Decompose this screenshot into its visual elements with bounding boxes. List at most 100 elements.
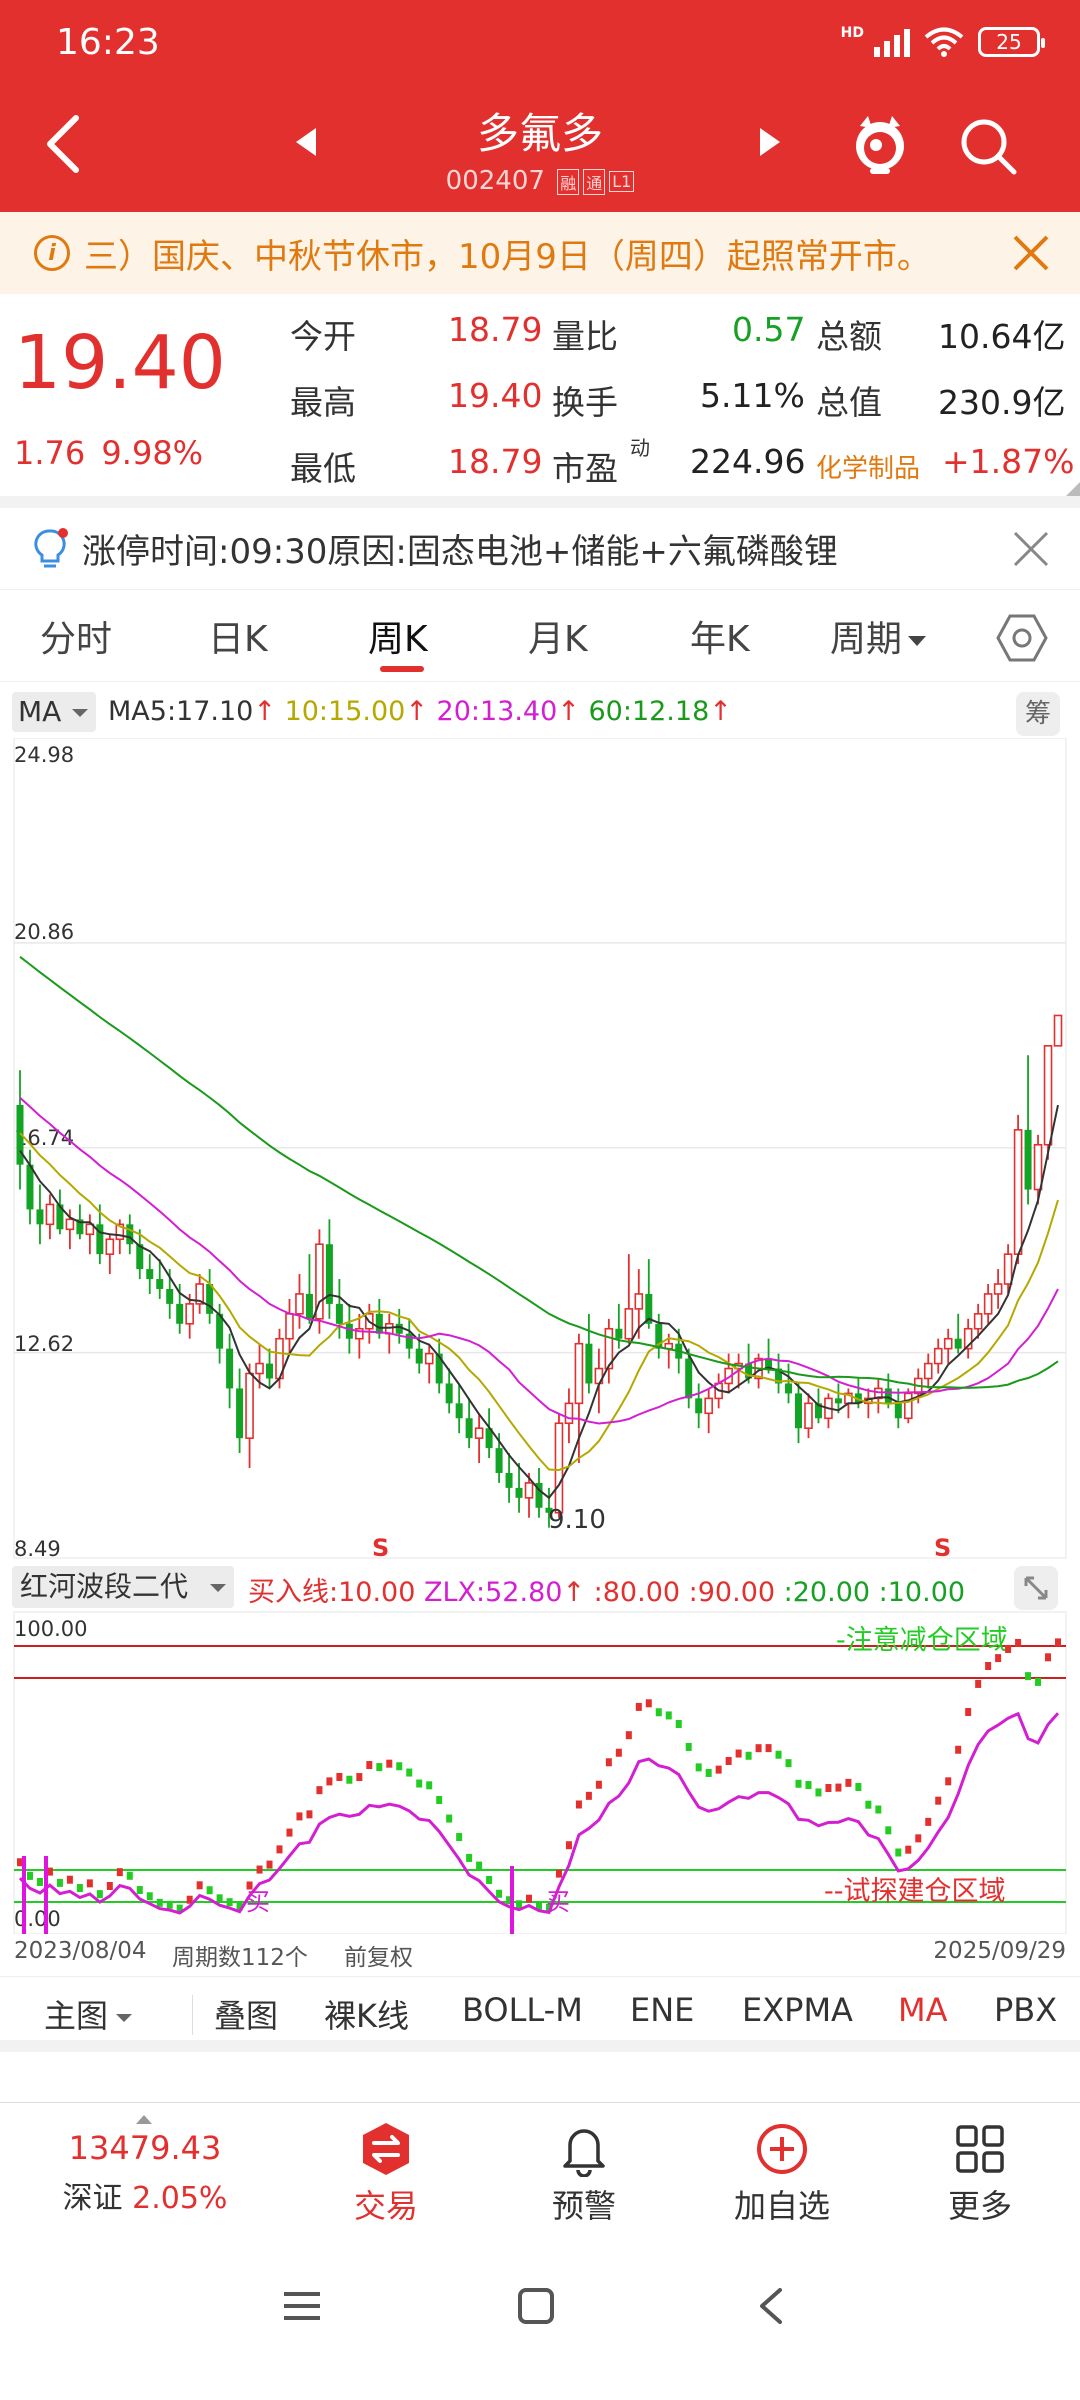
indicator-bar — [36, 1877, 43, 1886]
candle-body — [226, 1348, 234, 1389]
tab-monthly-k[interactable]: 月K — [528, 619, 588, 660]
period-count: 周期数112个 — [172, 1945, 308, 1971]
menu-icon[interactable] — [282, 2286, 322, 2326]
indicator-bar — [176, 1904, 183, 1913]
indicator-bar — [146, 1892, 153, 1901]
adjust-mode[interactable]: 前复权 — [344, 1945, 413, 1971]
tab-weekly-k[interactable]: 周K — [368, 619, 428, 660]
indicator-bar — [17, 1858, 23, 1867]
indicator-bar — [276, 1845, 283, 1854]
subtab-expma[interactable]: EXPMA — [742, 1991, 853, 2029]
tab-yearly-k[interactable]: 年K — [690, 619, 750, 660]
next-stock-icon[interactable] — [760, 128, 780, 156]
indicator-bar — [96, 1890, 103, 1899]
back-nav-icon[interactable] — [752, 2286, 792, 2326]
indicator-select[interactable]: 红河波段二代 — [12, 1566, 234, 1608]
indicator-bar — [925, 1817, 932, 1826]
candle-body — [685, 1358, 693, 1399]
indicator-bar — [685, 1742, 692, 1751]
price-change: 1.76 9.98% — [14, 434, 203, 472]
settings-hex-icon[interactable] — [996, 612, 1048, 664]
hd-indicator: HD — [840, 25, 864, 41]
tab-daily-k[interactable]: 日K — [208, 619, 268, 660]
candle-body — [604, 1327, 614, 1370]
indicator-bar — [356, 1773, 363, 1782]
indicator-bar — [615, 1748, 622, 1757]
bulb-icon — [34, 527, 68, 567]
bottom-nav: 13479.43 深证 2.05% 交易 预警 加自选 更多 — [0, 2102, 1080, 2232]
tab-period[interactable]: 周期 — [830, 610, 927, 662]
index-value[interactable]: 13479.43 — [68, 2129, 222, 2167]
indicator-bar — [256, 1865, 263, 1874]
subtab-overlay[interactable]: 叠图 — [214, 1997, 279, 2035]
quote-panel[interactable]: 19.40 1.76 9.98% 今开 18.79 量比 0.57 总额 10.… — [0, 294, 1080, 508]
indicator-bar — [995, 1654, 1002, 1663]
market-notice[interactable]: i 三）国庆、中秋节休市，10月9日（周四）起照常开市。 — [0, 212, 1080, 294]
indicator-bar — [46, 1867, 53, 1876]
candle-body — [36, 1209, 44, 1225]
buy-mark-2: 买 — [546, 1888, 570, 1916]
indicator-bar — [705, 1768, 712, 1777]
kline-chart[interactable]: 24.98 20.86 16.74 12.62 8.49 9.10 S S 10… — [0, 738, 1080, 1934]
tab-intraday[interactable]: 分时 — [40, 619, 113, 660]
indicator-bar — [406, 1768, 413, 1777]
ma60-line — [19, 956, 1059, 1389]
limit-up-reason-bar[interactable]: 涨停时间:09:30原因:固态电池+储能+六氟磷酸锂 — [0, 508, 1080, 590]
chip-distribution-button[interactable]: 筹 — [1016, 692, 1060, 736]
expand-icon[interactable] — [1014, 1566, 1058, 1610]
indicator-bar — [575, 1800, 582, 1809]
indicator-bar — [336, 1772, 343, 1781]
open-label: 今开 — [290, 317, 356, 356]
nav-add-watchlist[interactable]: 加自选 — [702, 2121, 862, 2227]
index-name-line[interactable]: 深证 2.05% — [0, 2173, 290, 2217]
pe-dynamic-sup: 动 — [630, 436, 650, 460]
home-icon[interactable] — [516, 2286, 556, 2326]
sector-label[interactable]: 化学制品 — [816, 454, 921, 484]
candle-body — [26, 1164, 34, 1210]
main-chart-dropdown[interactable]: 主图 — [44, 1991, 132, 2037]
subtab-ene[interactable]: ENE — [630, 1991, 695, 2029]
candle-body — [435, 1353, 443, 1384]
subtab-naked-k[interactable]: 裸K线 — [324, 1997, 409, 2035]
candle-body — [136, 1244, 144, 1270]
subtab-boll-m[interactable]: BOLL-M — [462, 1991, 583, 2029]
indicator-bar — [466, 1853, 473, 1862]
nav-alert-label: 预警 — [551, 2187, 616, 2225]
subtab-ma[interactable]: MA — [898, 1991, 948, 2029]
prev-stock-icon[interactable] — [296, 128, 316, 156]
indicator-bar — [516, 1900, 523, 1909]
ma-indicator-select[interactable]: MA — [12, 692, 96, 732]
indicator-bar — [775, 1750, 782, 1759]
indicator-bar — [695, 1763, 702, 1772]
indicator-bar — [945, 1777, 952, 1786]
candle-body — [814, 1403, 822, 1419]
candle-body — [545, 1507, 553, 1513]
indicator-bar — [186, 1895, 193, 1904]
marker-s-1: S — [372, 1534, 389, 1562]
nav-trade[interactable]: 交易 — [306, 2121, 466, 2227]
nav-more[interactable]: 更多 — [900, 2121, 1060, 2227]
subtab-pbx[interactable]: PBX — [994, 1991, 1058, 2029]
candle-body — [206, 1284, 214, 1314]
expand-up-icon[interactable] — [136, 2115, 152, 2124]
ma10-value: 10:15.00↑ — [284, 696, 428, 727]
indicator-bars — [17, 1638, 1061, 1913]
candle-body — [564, 1402, 574, 1425]
mascot-icon[interactable] — [852, 112, 908, 176]
candle-body — [1053, 1014, 1063, 1047]
nav-alert[interactable]: 预警 — [504, 2121, 664, 2227]
candle-body — [285, 1313, 294, 1340]
close-icon[interactable] — [1012, 234, 1050, 272]
low-price-label: 9.10 — [548, 1505, 606, 1535]
expand-corner-icon[interactable] — [1066, 482, 1080, 496]
close-limit-icon[interactable] — [1012, 530, 1050, 568]
indicator-bar — [386, 1759, 393, 1768]
search-icon[interactable] — [958, 116, 1018, 176]
indicator-bar — [266, 1860, 273, 1869]
pe-label: 市盈 — [552, 449, 618, 488]
candle-body — [195, 1283, 204, 1305]
change-percent: 9.98% — [101, 434, 204, 472]
back-icon[interactable] — [40, 112, 88, 176]
candle-body — [76, 1219, 84, 1235]
candle-body — [126, 1224, 134, 1245]
